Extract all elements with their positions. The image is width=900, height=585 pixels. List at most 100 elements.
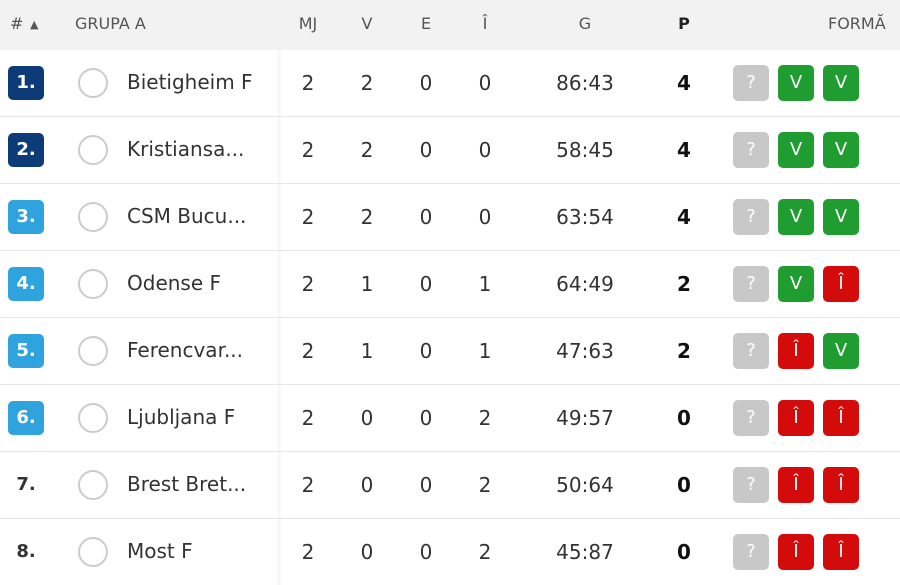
stat-cell: 1 <box>478 339 492 363</box>
form-badge[interactable]: Î <box>823 400 859 436</box>
stat-cell: 0 <box>419 406 433 430</box>
column-header[interactable]: G <box>578 14 592 33</box>
column-header[interactable]: Î <box>482 14 488 33</box>
team-logo <box>78 202 108 232</box>
stat-cell: 0 <box>478 205 492 229</box>
stat-cell: 2 <box>360 205 374 229</box>
stat-cell: 0 <box>419 473 433 497</box>
column-header[interactable]: MJ <box>298 14 318 33</box>
team-row[interactable]: 3. CSM Bucu... 2 2 0 0 63:54 4? V V <box>0 184 900 251</box>
form-badge[interactable]: ? <box>733 400 769 436</box>
team-row[interactable]: 1. Bietigheim F 2 2 0 0 86:43 4? V V <box>0 50 900 117</box>
form-badge[interactable]: ? <box>733 65 769 101</box>
team-row[interactable]: 8. Most F 2 0 0 2 45:87 0? Î Î <box>0 519 900 585</box>
form-badge[interactable]: Î <box>778 534 814 570</box>
team-row[interactable]: 5. Ferencvar... 2 1 0 1 47:63 2? Î V <box>0 318 900 385</box>
stat-cell: 58:45 <box>556 138 614 162</box>
form-badge[interactable]: V <box>778 65 814 101</box>
form-badge[interactable]: Î <box>778 400 814 436</box>
stat-cell: 0 <box>419 205 433 229</box>
stat-cell: 2 <box>301 205 315 229</box>
form-badge[interactable]: ? <box>733 467 769 503</box>
form-badge[interactable]: ? <box>733 534 769 570</box>
form-badge[interactable]: Î <box>823 534 859 570</box>
stat-cell: 0 <box>419 339 433 363</box>
team-name[interactable]: Most F <box>127 539 193 563</box>
stat-cell: 0 <box>419 540 433 564</box>
team-logo <box>78 135 108 165</box>
team-name[interactable]: Brest Bret... <box>127 472 247 496</box>
form-badge[interactable]: V <box>778 266 814 302</box>
team-row[interactable]: 7. Brest Bret... 2 0 0 2 50:64 0? Î Î <box>0 452 900 519</box>
team-row[interactable]: 6. Ljubljana F 2 0 0 2 49:57 0? Î Î <box>0 385 900 452</box>
column-header[interactable]: E <box>420 14 432 33</box>
header: # ▲ GRUPA A FORMĂ MJ V E Î G P <box>0 0 900 50</box>
stat-cell: 2 <box>677 339 691 363</box>
column-header[interactable]: P <box>678 14 690 33</box>
form-header: FORMĂ <box>828 14 886 33</box>
form-badge[interactable]: ? <box>733 266 769 302</box>
team-row[interactable]: 4. Odense F 2 1 0 1 64:49 2? V Î <box>0 251 900 318</box>
rank-header[interactable]: # <box>10 14 24 33</box>
stat-cell: 2 <box>301 71 315 95</box>
stat-cell: 0 <box>360 473 374 497</box>
team-name[interactable]: Kristiansa... <box>127 137 245 161</box>
form-badge[interactable]: Î <box>778 333 814 369</box>
stat-cell: 2 <box>478 540 492 564</box>
team-name[interactable]: Ferencvar... <box>127 338 244 362</box>
form-badge[interactable]: ? <box>733 199 769 235</box>
stat-cell: 64:49 <box>556 272 614 296</box>
stat-cell: 0 <box>419 272 433 296</box>
stat-cell: 2 <box>478 406 492 430</box>
stat-cell: 4 <box>677 205 691 229</box>
column-header[interactable]: V <box>361 14 373 33</box>
rank-badge: 6. <box>8 401 44 435</box>
form-badge[interactable]: Î <box>823 467 859 503</box>
stat-cell: 4 <box>677 71 691 95</box>
stat-cell: 0 <box>360 406 374 430</box>
form-badge[interactable]: V <box>823 132 859 168</box>
stat-cell: 2 <box>301 540 315 564</box>
stat-cell: 2 <box>677 272 691 296</box>
form-badge[interactable]: Î <box>778 467 814 503</box>
stat-cell: 63:54 <box>556 205 614 229</box>
team-logo <box>78 537 108 567</box>
stat-cell: 1 <box>360 272 374 296</box>
sort-arrow: ▲ <box>30 18 39 31</box>
stat-cell: 2 <box>301 339 315 363</box>
stat-cell: 0 <box>677 540 691 564</box>
stat-cell: 0 <box>360 540 374 564</box>
rank-badge: 4. <box>8 267 44 301</box>
team-name[interactable]: Ljubljana F <box>127 405 236 429</box>
stat-cell: 49:57 <box>556 406 614 430</box>
team-name[interactable]: Odense F <box>127 271 222 295</box>
team-name[interactable]: CSM Bucu... <box>127 204 247 228</box>
stat-cell: 4 <box>677 138 691 162</box>
team-logo <box>78 336 108 366</box>
stat-cell: 2 <box>301 272 315 296</box>
team-logo <box>78 403 108 433</box>
form-badge[interactable]: V <box>823 333 859 369</box>
form-badge[interactable]: V <box>823 65 859 101</box>
stat-cell: 86:43 <box>556 71 614 95</box>
form-badge[interactable]: V <box>823 199 859 235</box>
form-badge[interactable]: Î <box>823 266 859 302</box>
stat-cell: 1 <box>360 339 374 363</box>
team-logo <box>78 470 108 500</box>
stat-cell: 45:87 <box>556 540 614 564</box>
team-logo <box>78 68 108 98</box>
stat-cell: 2 <box>360 71 374 95</box>
team-row[interactable]: 2. Kristiansa... 2 2 0 0 58:45 4? V V <box>0 117 900 184</box>
team-name[interactable]: Bietigheim F <box>127 70 253 94</box>
stat-cell: 2 <box>301 473 315 497</box>
rank-badge: 2. <box>8 133 44 167</box>
form-badge[interactable]: V <box>778 132 814 168</box>
form-badge[interactable]: V <box>778 199 814 235</box>
form-badge[interactable]: ? <box>733 132 769 168</box>
form-badge[interactable]: ? <box>733 333 769 369</box>
group-header: GRUPA A <box>75 14 146 33</box>
stat-cell: 2 <box>478 473 492 497</box>
stat-cell: 0 <box>478 71 492 95</box>
rank-badge: 3. <box>8 200 44 234</box>
